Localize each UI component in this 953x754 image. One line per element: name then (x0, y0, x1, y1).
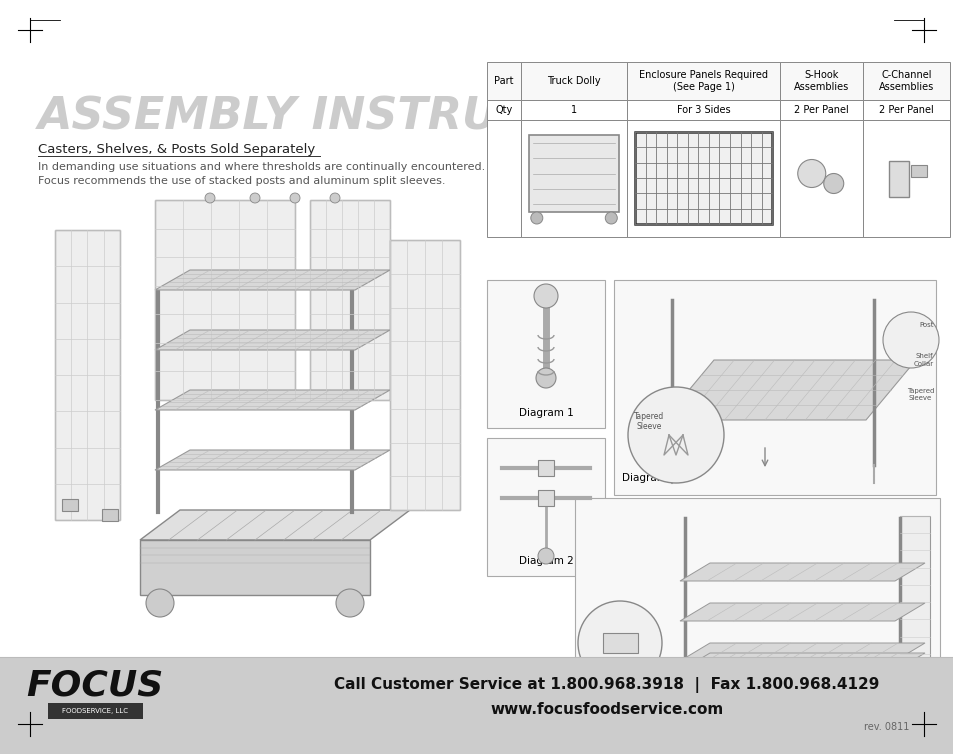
Bar (627, 62, 780, 100)
Circle shape (857, 689, 882, 713)
Bar (48, 703, 143, 719)
Polygon shape (154, 390, 390, 410)
Circle shape (146, 589, 173, 617)
Text: Tapered
Sleeve: Tapered Sleeve (905, 388, 933, 401)
Text: FOCUS: FOCUS (27, 668, 164, 702)
Text: Diagram 3: Diagram 3 (621, 473, 676, 483)
Bar (780, 100, 862, 120)
Bar (55, 230, 120, 520)
Text: Enclosure Panels Required
(See Page 1): Enclosure Panels Required (See Page 1) (639, 70, 767, 92)
Text: Call Customer Service at 1.800.968.3918  |  Fax 1.800.968.4129: Call Customer Service at 1.800.968.3918 … (334, 677, 879, 693)
Circle shape (604, 212, 617, 224)
Text: For 3 Sides: For 3 Sides (677, 105, 730, 115)
Bar (888, 161, 908, 197)
Text: 2 Per Panel: 2 Per Panel (879, 105, 933, 115)
Bar (486, 280, 604, 428)
Bar (575, 498, 939, 708)
Bar (154, 200, 294, 400)
Bar (899, 516, 929, 671)
Circle shape (682, 689, 706, 713)
Bar (520, 100, 627, 120)
Circle shape (530, 212, 542, 224)
Polygon shape (154, 270, 390, 290)
Circle shape (537, 548, 554, 564)
Text: S-Hook
Assemblies: S-Hook Assemblies (793, 70, 848, 92)
Circle shape (205, 193, 214, 203)
Bar (537, 460, 554, 476)
Circle shape (822, 173, 842, 194)
Bar (627, 100, 780, 120)
Bar (862, 100, 949, 120)
Bar (627, 120, 780, 237)
Polygon shape (679, 643, 924, 661)
Text: Diagram 1: Diagram 1 (518, 408, 573, 418)
Text: ASSEMBLY INSTRUCTIONS: ASSEMBLY INSTRUCTIONS (38, 95, 685, 138)
Circle shape (330, 193, 339, 203)
Bar (780, 62, 862, 100)
Polygon shape (679, 653, 924, 671)
Bar (537, 490, 554, 506)
Bar (635, 132, 771, 224)
Text: Truck Dolly: Truck Dolly (547, 76, 600, 86)
Text: C-Channel
Assemblies: C-Channel Assemblies (878, 70, 933, 92)
Circle shape (290, 193, 299, 203)
Text: Tapered
Sleeve: Tapered Sleeve (634, 412, 663, 431)
Bar (0, 657, 953, 754)
Polygon shape (663, 360, 915, 420)
Text: www.focusfoodservice.com: www.focusfoodservice.com (490, 701, 723, 716)
Bar (675, 673, 889, 691)
Bar (862, 62, 949, 100)
Text: rev. 0811: rev. 0811 (862, 722, 908, 732)
Circle shape (536, 368, 556, 388)
Bar (486, 438, 604, 576)
Bar (102, 509, 118, 521)
Text: FOODSERVICE, LLC: FOODSERVICE, LLC (62, 708, 128, 714)
Bar (910, 164, 925, 176)
Polygon shape (154, 330, 390, 350)
Circle shape (627, 387, 723, 483)
Text: Casters, Shelves, & Posts Sold Separately: Casters, Shelves, & Posts Sold Separatel… (38, 143, 314, 156)
Text: Post: Post (919, 322, 933, 328)
Bar (310, 200, 390, 400)
Text: Focus recommends the use of stacked posts and aluminum split sleeves.: Focus recommends the use of stacked post… (38, 176, 445, 186)
Text: Diagram 2: Diagram 2 (518, 556, 573, 566)
Circle shape (882, 312, 938, 368)
Text: Qty: Qty (495, 105, 512, 115)
Bar (520, 62, 627, 100)
Text: Diagram 4: Diagram 4 (874, 686, 929, 696)
Circle shape (335, 589, 364, 617)
Text: 1: 1 (571, 105, 577, 115)
Bar (862, 120, 949, 237)
Bar (486, 100, 520, 120)
Bar (614, 280, 935, 495)
Polygon shape (140, 540, 370, 595)
Bar (62, 499, 78, 511)
Circle shape (250, 193, 260, 203)
Circle shape (578, 601, 661, 685)
Bar (528, 135, 618, 212)
Polygon shape (679, 603, 924, 621)
Bar (390, 240, 459, 510)
Bar (520, 120, 627, 237)
Text: Shelf
Collar: Shelf Collar (913, 354, 933, 366)
Polygon shape (154, 450, 390, 470)
Text: 2 Per Panel: 2 Per Panel (794, 105, 848, 115)
Polygon shape (679, 563, 924, 581)
Bar (602, 633, 638, 653)
Circle shape (534, 284, 558, 308)
Bar (486, 120, 520, 237)
Text: Part: Part (494, 76, 513, 86)
Polygon shape (140, 510, 410, 540)
Bar (486, 62, 520, 100)
Bar (780, 120, 862, 237)
Text: In demanding use situations and where thresholds are continually encountered.: In demanding use situations and where th… (38, 162, 485, 172)
Circle shape (797, 160, 825, 188)
